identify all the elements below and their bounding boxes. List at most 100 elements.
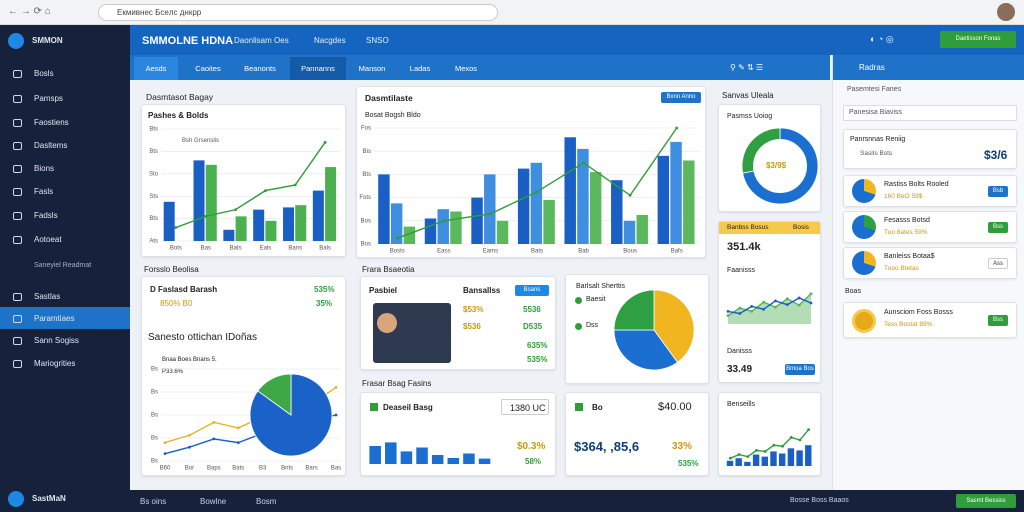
item-sub: Tess Bostat 89%: [884, 321, 933, 328]
menu-item[interactable]: Sastlas: [34, 292, 61, 301]
big-value: $364, ,85,6: [574, 439, 640, 454]
y-tick-label: Bs: [151, 413, 158, 419]
point: [442, 219, 446, 223]
point: [774, 305, 777, 309]
point: [746, 455, 750, 459]
menu-item[interactable]: Pamsps: [34, 94, 63, 103]
x-tick-label: Bats: [232, 466, 244, 472]
item-button[interactable]: Bss: [988, 222, 1008, 233]
app-title: SMMOLNE HDNA: [142, 35, 234, 47]
bar-chart: Bos Bos Fots Bts Bis Fos Bosts Eass Eams Bats Bab B…: [359, 126, 700, 255]
point: [234, 208, 237, 212]
nav-item[interactable]: SNSO: [366, 36, 389, 45]
bar-chart: [369, 442, 491, 464]
card: Benseills: [718, 392, 821, 476]
bar: [205, 164, 217, 241]
point: [174, 226, 178, 229]
menu-icon: [13, 95, 22, 103]
menu-icon: [13, 212, 22, 220]
x-tick-label: Bans: [288, 246, 302, 252]
y-tick-label: Bs: [151, 367, 158, 373]
y-tick-label: Bts: [149, 149, 158, 155]
point: [774, 299, 777, 303]
item-title: Rastiss Bolts Rooled: [884, 181, 949, 188]
list-item[interactable]: Banleiss Botaa$ Tuoo Btetas Ass: [843, 247, 1017, 279]
tab[interactable]: Pannanns: [290, 57, 346, 80]
menu-item[interactable]: Bions: [34, 164, 55, 173]
icon: [852, 215, 876, 239]
label: Bansallss: [463, 286, 501, 295]
menu-item[interactable]: Fasls: [34, 187, 54, 196]
side-panel: Radras Pasemtesi Fanes Panesisa Biaviss …: [832, 55, 1024, 490]
menu-item[interactable]: Bosls: [34, 69, 54, 78]
menu-item[interactable]: Sann Sogiss: [34, 336, 79, 345]
list-item[interactable]: Aunsciom Foss Bosss Tess Bostat 89% Bss: [843, 302, 1017, 338]
point: [750, 310, 754, 313]
value: 33.49: [727, 364, 753, 375]
value-box: 1380 UC: [501, 399, 549, 415]
footer-bar: Bs oins Bowlne Bosm Bosse Boss Baaos Sas…: [130, 490, 1024, 512]
bar: [424, 218, 437, 244]
point: [762, 300, 765, 304]
list-item[interactable]: Rastiss Bolts Rooled 160 BeO 59$ Bsb: [843, 175, 1017, 207]
menu-item[interactable]: Paramtiaes: [34, 314, 75, 323]
point: [236, 426, 240, 430]
tab[interactable]: Mexos: [446, 57, 486, 80]
menu-item[interactable]: Faostiens: [34, 118, 69, 127]
menu-item[interactable]: Fadsls: [34, 211, 58, 220]
footer-item[interactable]: Bosm: [256, 497, 277, 506]
point: [772, 443, 776, 447]
avatar[interactable]: [997, 3, 1015, 21]
bar: [744, 461, 751, 466]
menu-icon: [13, 315, 22, 323]
item-sub: 160 BeO 59$: [884, 193, 923, 200]
footer-item[interactable]: Bs oins: [140, 497, 167, 506]
item-button[interactable]: Ass: [988, 258, 1008, 269]
url: Екмивнес Бсeлс днкрр: [117, 8, 202, 17]
card-title: Dasmtilaste: [365, 93, 413, 103]
input[interactable]: Panesisa Biaviss: [843, 105, 1017, 121]
footer-button[interactable]: Sasmt Bessiss: [956, 494, 1016, 508]
menu-item[interactable]: Mariogrities: [34, 359, 76, 368]
header-icons[interactable]: ◐ ◔ ◎: [870, 34, 894, 44]
header: SMMOLNE HDNA Daonlisam Oes Nacgdes SNSO …: [130, 25, 1024, 55]
y-tick-label: Bos: [361, 218, 371, 224]
icon: [852, 251, 876, 275]
url-field[interactable]: Екмивнес Бсeлс днкрр: [98, 4, 498, 21]
nav-buttons[interactable]: ← → ⟳ ⌂: [8, 6, 51, 17]
y-tick-label: Bs: [151, 390, 158, 396]
item-button[interactable]: Bsb: [988, 186, 1008, 197]
menu-item[interactable]: Aotoeat: [34, 235, 62, 244]
tab-icons[interactable]: ⚲ ✎ ⇅ ☰: [730, 63, 764, 72]
section-title: Frara Bsaeotia: [362, 265, 415, 274]
y-tick-label: Bts: [149, 216, 158, 222]
item-button[interactable]: Bss: [988, 315, 1008, 326]
tab-label: Aesds: [145, 64, 167, 73]
chip[interactable]: Bsans: [515, 285, 549, 296]
tab[interactable]: Beanonts: [234, 57, 286, 80]
point: [212, 420, 216, 424]
panel-list: Rastiss Bolts Rooled 160 BeO 59$ Bsb Fesass…: [833, 55, 1024, 490]
bar-chart: [726, 428, 812, 466]
tab[interactable]: Caoites: [186, 57, 230, 80]
nav-item[interactable]: Daonlisam Oes: [234, 36, 289, 45]
list-item[interactable]: Fesasss Botsd Tuo 8ates 59% Bss: [843, 211, 1017, 243]
card: Pasbiel Bansallss Bsans $53% 5536 $536 D…: [360, 276, 556, 370]
stat: 535%: [527, 355, 548, 364]
donut-slice: [742, 127, 819, 205]
card-button[interactable]: Bxnn Anno: [661, 92, 701, 103]
tab[interactable]: Ladas: [400, 57, 440, 80]
tab[interactable]: Manson: [348, 57, 396, 80]
footer-item[interactable]: Bowlne: [200, 497, 227, 506]
primary-button[interactable]: Daetisson Fonas: [940, 31, 1016, 48]
x-tick-label: Bats: [230, 246, 242, 252]
nav-item[interactable]: Nacgdes: [314, 36, 346, 45]
pie-chart: [249, 373, 333, 457]
bar: [484, 174, 496, 244]
y-tick-label: Bs: [151, 436, 158, 442]
tab[interactable]: Aesds: [134, 57, 178, 80]
menu-item[interactable]: Dasltems: [34, 141, 68, 150]
card-button[interactable]: Bmoa Bos: [785, 364, 815, 375]
point: [762, 307, 765, 311]
bar: [577, 148, 589, 244]
